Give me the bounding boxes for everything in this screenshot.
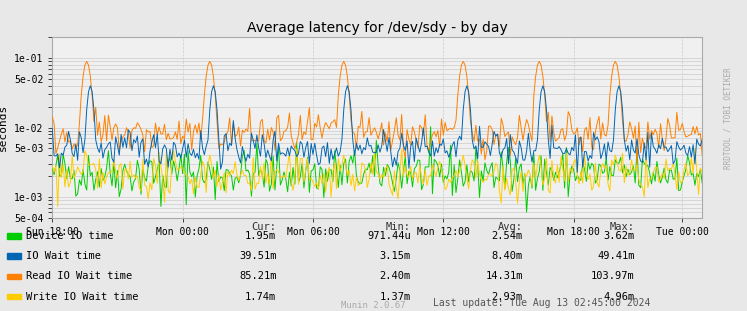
Text: 3.62m: 3.62m (604, 231, 635, 241)
Text: Read IO Wait time: Read IO Wait time (26, 272, 132, 281)
Text: Avg:: Avg: (498, 222, 523, 232)
Text: Max:: Max: (610, 222, 635, 232)
Text: Device IO time: Device IO time (26, 231, 114, 241)
Text: 1.95m: 1.95m (245, 231, 276, 241)
Text: Last update: Tue Aug 13 02:45:00 2024: Last update: Tue Aug 13 02:45:00 2024 (433, 298, 650, 308)
Y-axis label: seconds: seconds (0, 104, 8, 151)
Text: Munin 2.0.67: Munin 2.0.67 (341, 301, 406, 310)
Text: 103.97m: 103.97m (591, 272, 635, 281)
Text: RRDTOOL / TOBI OETIKER: RRDTOOL / TOBI OETIKER (723, 67, 732, 169)
Text: Cur:: Cur: (252, 222, 276, 232)
Text: 971.44u: 971.44u (367, 231, 411, 241)
Text: 2.40m: 2.40m (379, 272, 411, 281)
Text: 85.21m: 85.21m (239, 272, 276, 281)
Text: 49.41m: 49.41m (598, 251, 635, 261)
Text: 3.15m: 3.15m (379, 251, 411, 261)
Text: 2.93m: 2.93m (492, 292, 523, 302)
Text: 39.51m: 39.51m (239, 251, 276, 261)
Text: 8.40m: 8.40m (492, 251, 523, 261)
Text: Write IO Wait time: Write IO Wait time (26, 292, 139, 302)
Text: 1.74m: 1.74m (245, 292, 276, 302)
Text: 14.31m: 14.31m (486, 272, 523, 281)
Text: Min:: Min: (386, 222, 411, 232)
Text: 2.54m: 2.54m (492, 231, 523, 241)
Text: IO Wait time: IO Wait time (26, 251, 101, 261)
Text: 1.37m: 1.37m (379, 292, 411, 302)
Text: 4.96m: 4.96m (604, 292, 635, 302)
Title: Average latency for /dev/sdy - by day: Average latency for /dev/sdy - by day (247, 21, 508, 35)
